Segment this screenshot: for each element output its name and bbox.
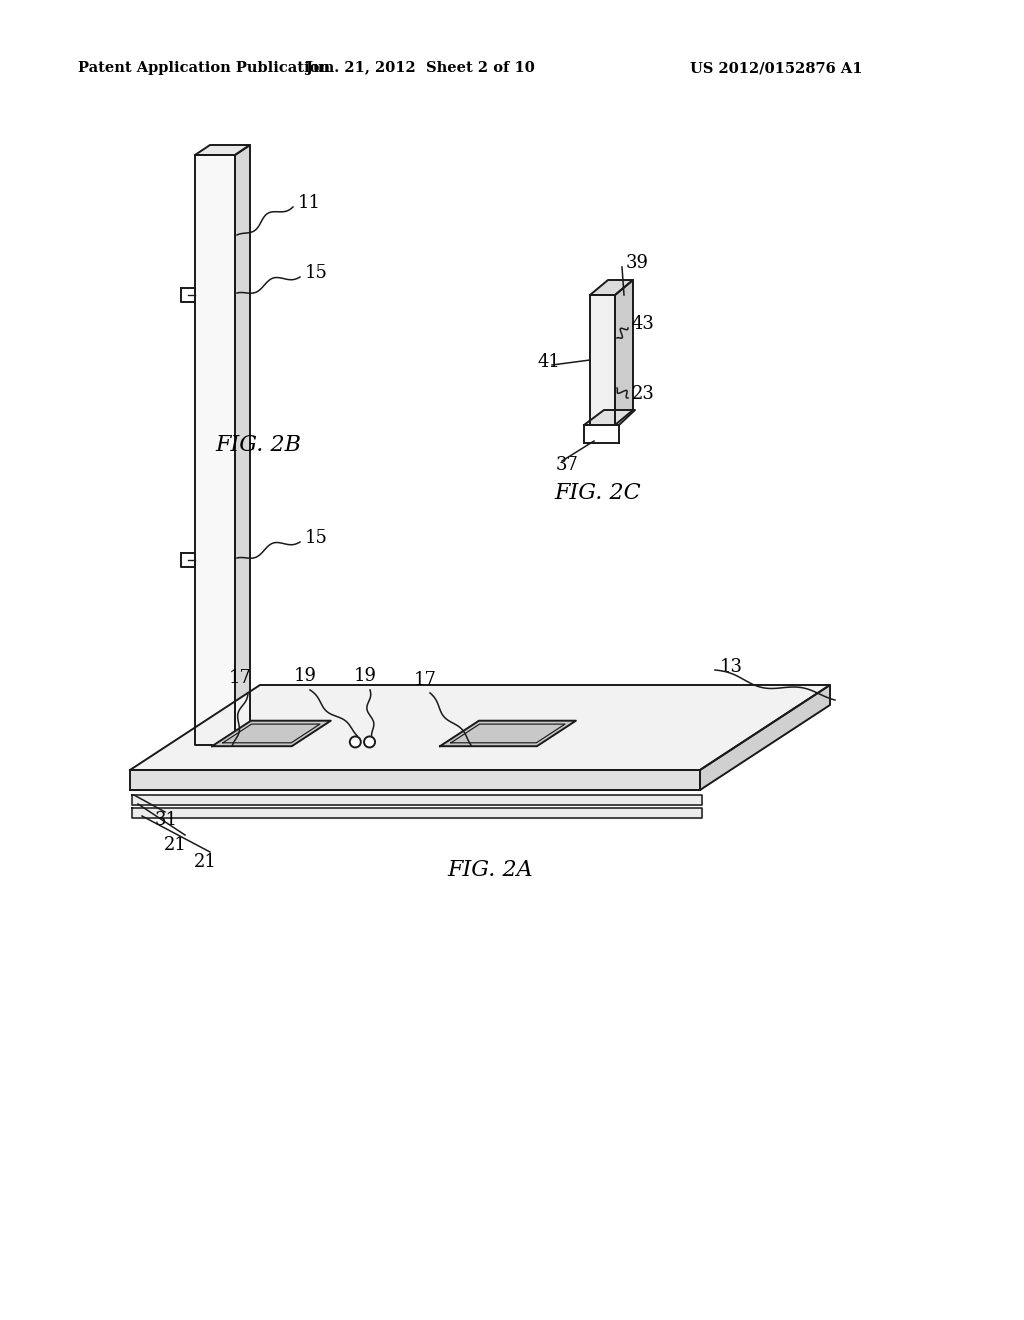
Text: 19: 19 — [353, 667, 377, 685]
Circle shape — [365, 737, 375, 747]
Text: 31: 31 — [155, 810, 178, 829]
Text: 11: 11 — [298, 194, 321, 213]
Text: 21: 21 — [194, 853, 216, 871]
Polygon shape — [132, 795, 702, 805]
Text: 13: 13 — [720, 657, 743, 676]
Polygon shape — [440, 721, 575, 746]
Text: 17: 17 — [414, 671, 436, 689]
Text: 37: 37 — [556, 455, 579, 474]
Polygon shape — [584, 411, 635, 425]
Polygon shape — [615, 280, 633, 425]
Text: FIG. 2C: FIG. 2C — [555, 482, 641, 504]
Text: 17: 17 — [228, 669, 252, 686]
Polygon shape — [700, 685, 830, 789]
Polygon shape — [195, 154, 234, 744]
Polygon shape — [195, 145, 250, 154]
Text: 39: 39 — [626, 253, 649, 272]
Polygon shape — [130, 770, 700, 789]
Polygon shape — [130, 685, 830, 770]
Text: 23: 23 — [632, 385, 655, 403]
Text: 19: 19 — [294, 667, 316, 685]
Text: US 2012/0152876 A1: US 2012/0152876 A1 — [690, 61, 862, 75]
Text: 15: 15 — [305, 264, 328, 282]
Text: 43: 43 — [632, 315, 655, 333]
Text: FIG. 2B: FIG. 2B — [215, 434, 301, 455]
Polygon shape — [132, 808, 702, 818]
Polygon shape — [234, 145, 250, 744]
Text: 15: 15 — [305, 529, 328, 546]
Text: Patent Application Publication: Patent Application Publication — [78, 61, 330, 75]
Circle shape — [350, 737, 360, 747]
Text: Jun. 21, 2012  Sheet 2 of 10: Jun. 21, 2012 Sheet 2 of 10 — [305, 61, 535, 75]
Text: 21: 21 — [164, 836, 186, 854]
Polygon shape — [590, 280, 633, 294]
Text: 41: 41 — [538, 352, 561, 371]
Polygon shape — [212, 721, 331, 746]
Polygon shape — [590, 294, 615, 425]
Text: FIG. 2A: FIG. 2A — [447, 859, 532, 880]
